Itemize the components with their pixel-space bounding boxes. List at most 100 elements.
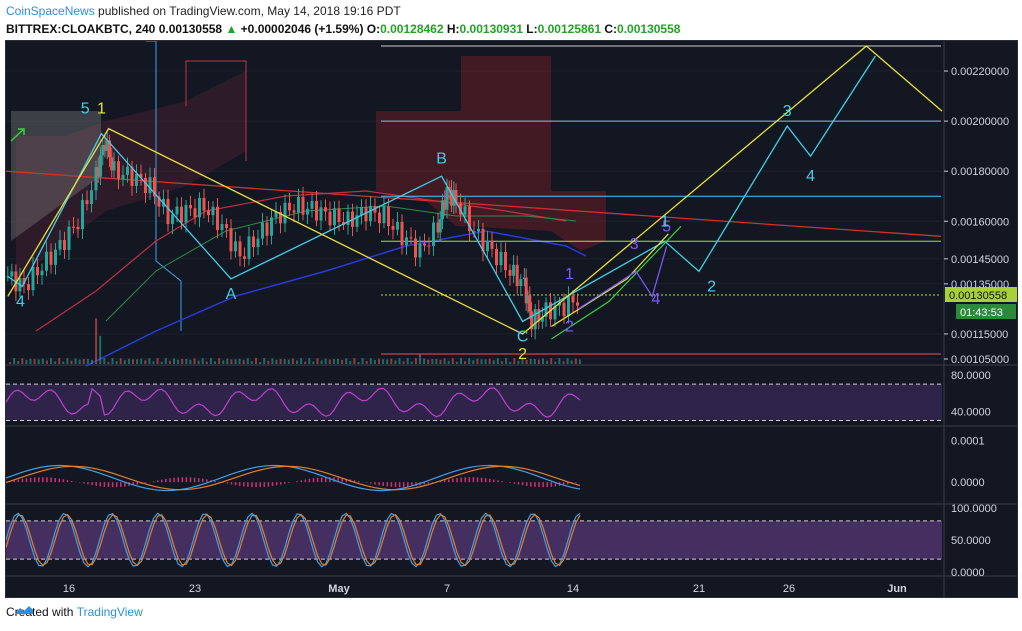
candle-body xyxy=(355,215,359,227)
volume-bar xyxy=(550,358,553,364)
volume-bar xyxy=(406,358,409,364)
candle-body xyxy=(153,177,156,197)
volume-bar xyxy=(501,361,503,364)
candle-body xyxy=(288,202,291,211)
volume-bar xyxy=(205,361,208,364)
candle-body xyxy=(540,316,544,322)
volume-bar xyxy=(468,358,471,364)
candles xyxy=(6,131,579,340)
candle-body xyxy=(391,226,395,230)
candle-body xyxy=(499,251,503,266)
volume-bar xyxy=(353,358,356,364)
candle-body xyxy=(211,206,215,216)
volume-bar xyxy=(230,359,233,364)
candle-body xyxy=(45,251,48,271)
volume-bar xyxy=(427,359,430,364)
stochastic-tick-label: 0.0000 xyxy=(951,567,985,579)
candle-body xyxy=(94,167,98,191)
wave-label-14: 3 xyxy=(783,103,792,120)
volume-bar xyxy=(480,359,483,364)
channel-line-yellow xyxy=(551,233,669,327)
volume-bar xyxy=(394,360,397,364)
volume-bar xyxy=(45,360,48,364)
candle-body xyxy=(85,200,89,205)
candle-body xyxy=(382,206,386,224)
price-tick-label: 0.00160000 xyxy=(951,216,1009,228)
candle-body xyxy=(571,295,575,303)
volume-bar xyxy=(37,359,40,364)
volume-bar xyxy=(136,359,139,364)
price-tick-label: 0.00115000 xyxy=(951,329,1008,341)
volume-bar xyxy=(525,359,528,364)
candle-body xyxy=(225,224,228,228)
volume-bar xyxy=(13,358,16,364)
volume-bar xyxy=(357,361,360,364)
volume-bar xyxy=(177,359,180,364)
volume-bar xyxy=(472,360,475,364)
candle-body xyxy=(49,251,53,265)
volume-bar xyxy=(111,358,114,364)
wave-label-11: 5 xyxy=(662,218,671,235)
publisher-name[interactable]: CoinSpaceNews xyxy=(6,4,95,18)
open-label: O: xyxy=(366,22,381,36)
chart-svg[interactable]: 514ABC212345123450.002200000.002000000.0… xyxy=(6,41,1017,597)
volume-bar xyxy=(17,360,20,364)
volume-bar xyxy=(222,360,225,364)
candle-body xyxy=(537,309,541,322)
candle-body xyxy=(364,207,368,222)
volume-bar xyxy=(439,359,442,364)
volume-bar xyxy=(99,335,102,364)
volume-bar xyxy=(103,358,106,364)
rsi-band xyxy=(6,384,942,421)
volume-bar xyxy=(390,358,393,364)
time-tick-label: May xyxy=(328,583,350,595)
candle-body xyxy=(504,251,507,271)
candle-body xyxy=(333,208,336,226)
volume-bar xyxy=(488,358,491,364)
candle-body xyxy=(447,186,451,190)
candle-body xyxy=(292,210,296,213)
candle-body xyxy=(108,140,111,158)
candle-body xyxy=(58,240,62,250)
candle-body xyxy=(427,245,431,247)
volume-bar xyxy=(181,358,184,364)
volume-bar xyxy=(402,361,405,364)
volume-bar xyxy=(197,360,200,364)
candle-body xyxy=(472,231,476,233)
candle-body xyxy=(207,210,210,216)
tradingview-logo-icon xyxy=(15,606,33,614)
volume-bar xyxy=(33,359,36,364)
volume-bar xyxy=(521,358,524,364)
candle-body xyxy=(238,241,242,257)
volume-bar xyxy=(78,359,81,364)
volume-bar xyxy=(50,358,52,364)
candle-body xyxy=(103,145,107,151)
candle-body xyxy=(443,200,447,210)
volume-bar xyxy=(168,360,171,364)
volume-bar xyxy=(132,359,134,364)
candle-body xyxy=(441,200,444,220)
volume-bar xyxy=(455,361,458,364)
volume-bar xyxy=(373,360,376,364)
candle-body xyxy=(306,208,309,215)
tradingview-brand[interactable]: TradingView xyxy=(76,605,143,619)
candle-body xyxy=(463,206,467,215)
time-tick-label: 16 xyxy=(63,583,75,595)
volume-bar xyxy=(345,358,348,364)
candle-body xyxy=(193,208,197,218)
wave-label-10: 4 xyxy=(651,291,660,308)
volume-bar xyxy=(238,358,241,364)
volume-bar xyxy=(423,358,426,364)
chart-canvas[interactable]: 514ABC212345123450.002200000.002000000.0… xyxy=(5,40,1018,598)
current-price-label: 0.00130558 xyxy=(949,290,1007,302)
volume-bar xyxy=(382,359,385,364)
candle-body xyxy=(139,173,143,178)
volume-bar xyxy=(263,358,266,364)
volume-bar xyxy=(218,358,221,364)
volume-bar xyxy=(574,358,577,364)
candle-body xyxy=(445,186,449,210)
volume-bar xyxy=(369,358,372,364)
volume-bar xyxy=(509,361,512,364)
price-change: +0.00002046 (+1.59%) xyxy=(240,22,364,36)
volume-bar xyxy=(533,359,536,364)
